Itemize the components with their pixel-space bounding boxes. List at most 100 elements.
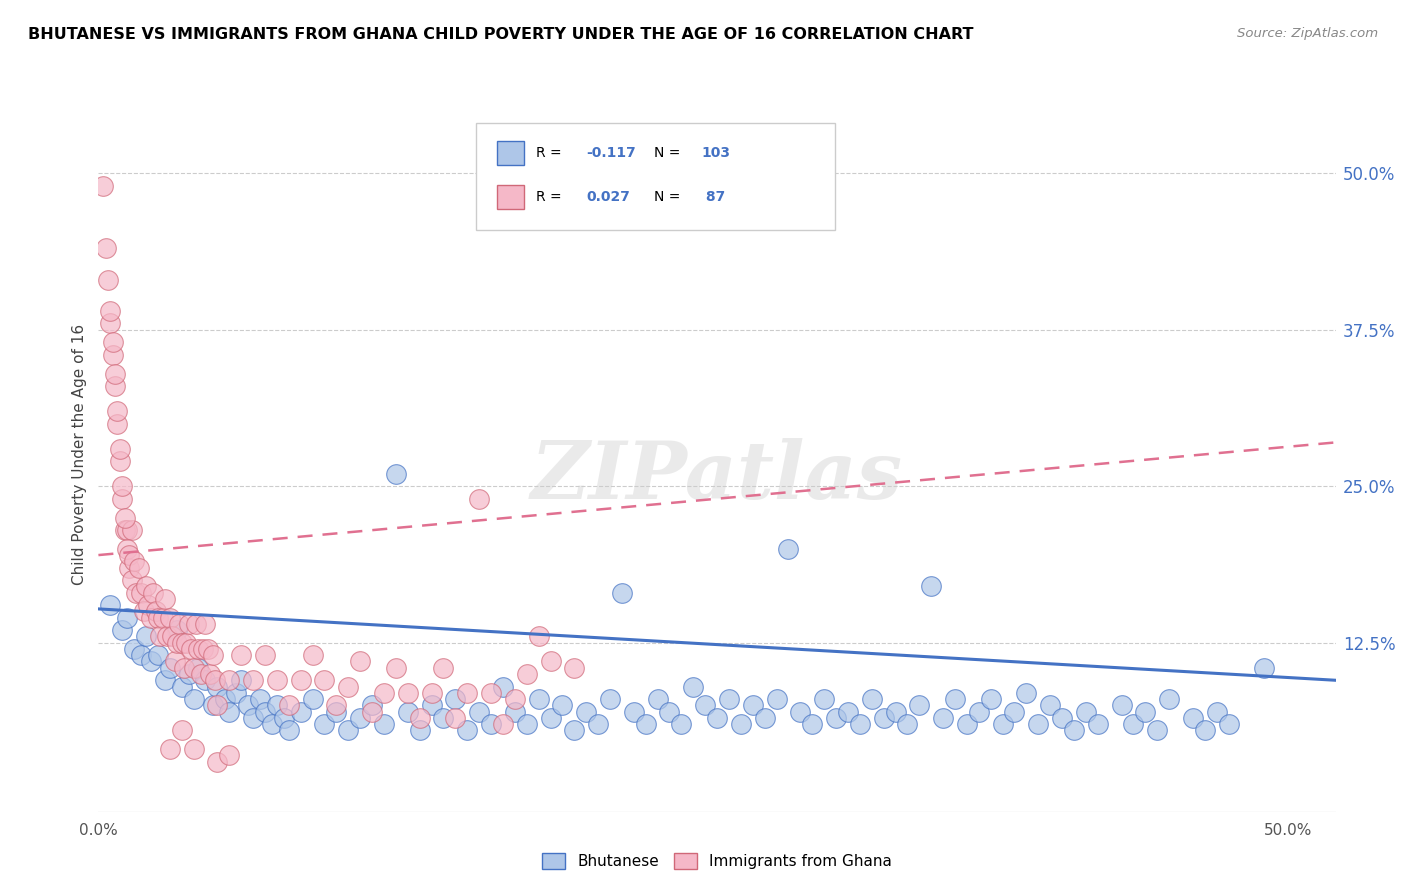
Point (159, 742, 181, 756)
Point (599, 692, 621, 706)
Point (277, 698, 299, 713)
Point (361, 698, 384, 713)
Point (187, 661, 209, 675)
Point (169, 616, 191, 631)
Point (170, 680, 193, 694)
Point (825, 711, 848, 725)
Point (884, 705, 907, 719)
Point (337, 723, 360, 738)
Point (190, 667, 212, 681)
Point (717, 692, 740, 706)
Point (128, 560, 150, 574)
Point (682, 680, 704, 694)
Point (789, 705, 811, 719)
Point (301, 692, 323, 706)
Point (1194, 723, 1216, 738)
Point (623, 705, 645, 719)
Point (253, 705, 276, 719)
Point (170, 636, 193, 650)
Point (98, 304, 121, 318)
Text: R =: R = (537, 146, 567, 160)
Point (610, 585, 633, 599)
Point (101, 335, 124, 350)
Point (373, 717, 395, 731)
Point (658, 705, 681, 719)
Point (314, 717, 336, 731)
Point (201, 698, 224, 713)
Point (444, 711, 467, 725)
Point (980, 692, 1002, 706)
Point (492, 717, 515, 731)
Point (101, 348, 124, 362)
Point (207, 755, 229, 769)
Point (385, 661, 408, 675)
Point (956, 717, 979, 731)
Point (432, 711, 454, 725)
Point (146, 610, 169, 624)
Point (139, 655, 162, 669)
Point (129, 585, 152, 599)
Point (218, 705, 240, 719)
Point (516, 717, 538, 731)
Point (314, 673, 336, 688)
Point (108, 442, 131, 456)
Point (194, 673, 217, 688)
Point (479, 686, 502, 700)
Point (730, 717, 752, 731)
Point (647, 692, 669, 706)
Point (671, 717, 693, 731)
Point (527, 630, 550, 644)
Point (159, 661, 181, 675)
Point (98, 317, 121, 331)
Point (160, 630, 183, 644)
Point (207, 698, 229, 713)
Text: R =: R = (537, 190, 567, 203)
Point (1063, 723, 1085, 738)
Point (122, 554, 145, 568)
Point (266, 698, 288, 713)
Point (156, 630, 179, 644)
Text: 103: 103 (702, 146, 730, 160)
Point (163, 655, 186, 669)
Y-axis label: Child Poverty Under the Age of 16: Child Poverty Under the Age of 16 (72, 325, 87, 585)
Point (468, 491, 491, 506)
Point (503, 705, 526, 719)
Point (166, 636, 188, 650)
Point (153, 673, 176, 688)
Point (837, 705, 859, 719)
Point (456, 723, 478, 738)
Point (201, 648, 224, 663)
Point (135, 630, 157, 644)
Point (516, 667, 538, 681)
Point (218, 748, 240, 763)
Point (991, 717, 1014, 731)
Point (325, 698, 347, 713)
Point (273, 711, 295, 725)
Point (706, 711, 728, 725)
Point (527, 692, 550, 706)
Point (1050, 711, 1073, 725)
Point (149, 630, 172, 644)
Point (204, 673, 226, 688)
Point (231, 648, 253, 663)
Point (183, 692, 205, 706)
Point (122, 642, 145, 657)
Point (503, 692, 526, 706)
Point (337, 680, 360, 694)
Point (104, 379, 127, 393)
Point (207, 680, 229, 694)
Point (129, 648, 152, 663)
Point (540, 711, 562, 725)
Point (361, 705, 384, 719)
Point (139, 610, 162, 624)
Point (301, 648, 323, 663)
Text: N =: N = (654, 190, 685, 203)
Text: 0.027: 0.027 (586, 190, 630, 203)
Point (741, 698, 763, 713)
Point (97, 273, 120, 287)
Point (562, 661, 585, 675)
Text: Source: ZipAtlas.com: Source: ZipAtlas.com (1237, 27, 1378, 40)
Point (932, 711, 955, 725)
Point (177, 667, 200, 681)
Point (849, 717, 872, 731)
